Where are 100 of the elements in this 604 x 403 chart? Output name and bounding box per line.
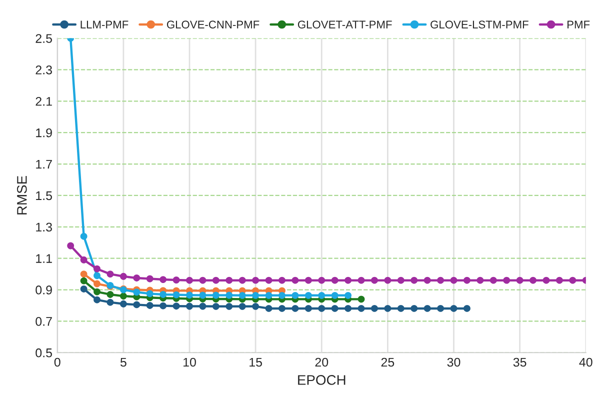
point: [146, 290, 154, 298]
point: [252, 302, 260, 310]
point: [199, 302, 206, 310]
point: [304, 292, 312, 299]
legend-label: PMF: [568, 20, 590, 28]
point: [318, 276, 326, 284]
point: [212, 276, 220, 284]
point: [212, 292, 220, 299]
point: [106, 291, 114, 298]
point: [265, 292, 272, 299]
point: [344, 276, 352, 284]
point: [199, 292, 206, 299]
point: [80, 277, 88, 284]
point: [331, 276, 338, 284]
point: [503, 276, 510, 284]
point: [569, 276, 576, 284]
y-tick-label: 1.9: [36, 128, 52, 138]
point: [199, 276, 206, 284]
point: [252, 276, 260, 284]
point: [94, 272, 100, 280]
point: [160, 276, 167, 284]
point: [437, 276, 444, 284]
x-tick-label: 0: [54, 358, 60, 367]
point: [278, 276, 286, 284]
point: [226, 276, 233, 284]
point: [172, 276, 180, 284]
point: [358, 304, 365, 312]
point: [238, 302, 246, 310]
point: [133, 301, 140, 308]
x-tick-label: 20: [315, 358, 328, 367]
point: [106, 298, 114, 306]
point: [278, 304, 286, 312]
point: [344, 292, 352, 299]
x-tick-label: 40: [579, 358, 592, 367]
point: [106, 270, 114, 278]
point: [542, 276, 550, 284]
point: [292, 276, 299, 284]
point: [344, 304, 352, 312]
point: [331, 304, 338, 312]
point: [80, 286, 88, 292]
point: [463, 276, 470, 284]
point: [304, 276, 312, 284]
point: [463, 304, 470, 312]
point: [67, 242, 74, 250]
point: [94, 288, 100, 296]
point: [278, 292, 286, 299]
point: [120, 272, 127, 280]
point: [358, 276, 365, 284]
point: [304, 304, 312, 312]
point: [530, 276, 537, 284]
point: [94, 296, 100, 304]
legend-label: LLM-PMF: [80, 20, 128, 28]
point: [410, 276, 418, 284]
point: [120, 300, 127, 308]
point: [80, 270, 88, 278]
y-tick-label: 0.5: [36, 348, 52, 358]
x-axis-title: EPOCH: [298, 375, 346, 385]
y-tick-label: 1.7: [36, 160, 52, 169]
point: [476, 276, 484, 284]
y-tick-label: 0.9: [36, 286, 52, 294]
x-tick-label: 10: [184, 358, 196, 367]
point: [318, 304, 326, 312]
point: [450, 304, 458, 312]
y-tick-label: 1.3: [36, 222, 52, 232]
x-tick-label: 5: [120, 358, 126, 367]
y-tick-label: 2.1: [36, 96, 52, 106]
y-tick-label: 2.3: [36, 66, 52, 74]
point: [371, 276, 378, 284]
point: [424, 304, 431, 312]
point: [146, 302, 154, 309]
point: [94, 265, 100, 272]
point: [371, 304, 378, 312]
point: [133, 274, 140, 282]
point: [490, 276, 497, 284]
point: [358, 296, 365, 303]
point: [424, 276, 431, 284]
point: [292, 292, 299, 299]
point: [94, 280, 100, 288]
x-tick-label: 30: [447, 358, 460, 367]
point: [80, 232, 88, 240]
point: [252, 292, 260, 299]
point: [226, 302, 233, 310]
y-tick-label: 0.7: [36, 316, 52, 326]
point: [384, 304, 392, 312]
point: [556, 276, 563, 284]
point: [212, 302, 220, 310]
y-tick-label: 2.5: [36, 34, 52, 43]
point: [516, 276, 524, 284]
legend-label: GLOVE-CNN-PMF: [166, 20, 260, 28]
x-tick-label: 25: [381, 358, 394, 367]
point: [160, 291, 167, 298]
point: [265, 276, 272, 284]
point: [450, 276, 458, 284]
point: [238, 276, 246, 284]
point: [186, 276, 193, 284]
y-tick-label: 1.1: [36, 254, 52, 263]
point: [318, 292, 326, 299]
legend-label: GLOVET-ATT-PMF: [298, 20, 392, 28]
legend-label: GLOVE-LSTM-PMF: [430, 20, 528, 28]
point: [172, 302, 180, 310]
